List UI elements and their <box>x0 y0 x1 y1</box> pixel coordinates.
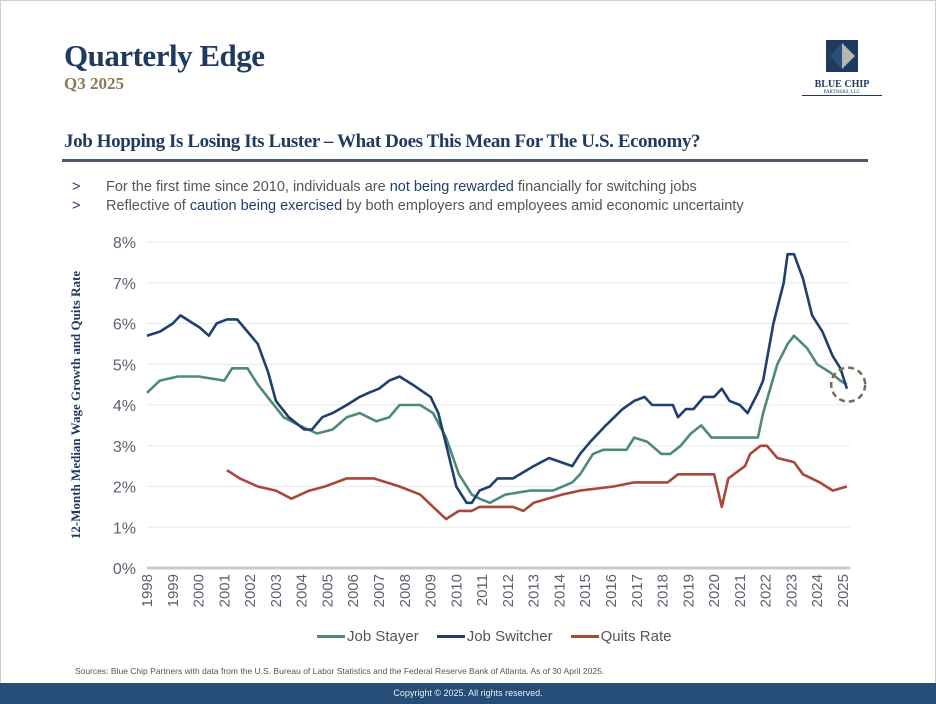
copyright-text: Copyright © 2025. All rights reserved. <box>393 688 543 698</box>
legend-item-job-stayer: Job Stayer <box>317 628 419 645</box>
chart-legend: Job Stayer Job Switcher Quits Rate <box>317 628 671 645</box>
y-tick-label: 2% <box>113 480 136 497</box>
x-tick-label: 2021 <box>732 574 749 607</box>
y-tick-label: 8% <box>113 235 136 252</box>
legend-swatch <box>317 635 345 638</box>
x-tick-label: 2004 <box>294 574 311 607</box>
bullet-text: Reflective of <box>106 198 190 214</box>
series-line-quits-rate <box>226 444 848 521</box>
x-tick-label: 2015 <box>577 574 594 607</box>
legend-label: Job Stayer <box>347 628 419 645</box>
series-line-job-stayer <box>146 334 848 505</box>
bullet-text: financially for switching jobs <box>513 179 697 195</box>
footer-bar: Copyright © 2025. All rights reserved. <box>0 683 936 704</box>
x-tick-label: 2007 <box>371 574 388 607</box>
logo-sub: PARTNERS, LLC <box>802 90 882 96</box>
y-tick-label: 4% <box>113 398 136 415</box>
x-tick-label: 2006 <box>345 574 362 607</box>
y-tick-label: 7% <box>113 276 136 293</box>
x-tick-label: 2016 <box>603 574 620 607</box>
chevron-right-icon: > <box>72 198 81 214</box>
x-tick-label: 2017 <box>629 574 646 607</box>
page-subtitle: Q3 2025 <box>64 74 124 93</box>
x-tick-label: 2014 <box>551 574 568 607</box>
legend-swatch <box>570 635 599 638</box>
x-tick-label: 2024 <box>809 574 826 607</box>
bullet-highlight: not being rewarded <box>389 179 514 195</box>
company-logo: BLUE CHIP PARTNERS, LLC <box>802 40 882 96</box>
x-tick-label: 2010 <box>448 574 465 607</box>
y-tick-label: 6% <box>113 317 136 334</box>
bullet-item: > For the first time since 2010, individu… <box>72 178 744 197</box>
x-tick-label: 2018 <box>655 574 672 607</box>
logo-name: BLUE CHIP <box>814 79 870 90</box>
y-tick-label: 3% <box>113 439 136 456</box>
x-tick-label: 2002 <box>242 574 259 607</box>
page-title: Quarterly Edge <box>64 38 265 73</box>
series-line-job-switcher <box>146 252 849 505</box>
legend-item-job-switcher: Job Switcher <box>436 628 553 645</box>
legend-label: Quits Rate <box>600 628 672 645</box>
x-tick-label: 1998 <box>139 574 156 607</box>
bullet-list: > For the first time since 2010, individu… <box>72 178 744 216</box>
y-tick-label: 0% <box>113 561 136 578</box>
x-tick-label: 1999 <box>165 574 182 607</box>
bullet-text: by both employers and employees amid eco… <box>342 198 744 214</box>
x-tick-label: 2003 <box>268 574 285 607</box>
x-tick-label: 2013 <box>526 574 543 607</box>
highlight-circle <box>829 366 867 403</box>
bullet-text: For the first time since 2010, individua… <box>106 179 390 195</box>
legend-item-quits-rate: Quits Rate <box>570 628 672 645</box>
x-tick-label: 2020 <box>706 574 723 607</box>
x-tick-label: 2025 <box>835 574 852 607</box>
x-tick-label: 2005 <box>319 574 336 607</box>
x-tick-label: 2011 <box>474 574 491 606</box>
legend-label: Job Switcher <box>466 628 553 645</box>
x-tick-label: 2023 <box>783 574 800 607</box>
x-tick-label: 2022 <box>758 574 775 607</box>
x-tick-label: 2008 <box>397 574 414 607</box>
y-tick-label: 1% <box>113 520 136 537</box>
x-tick-label: 2019 <box>680 574 697 607</box>
x-tick-label: 2009 <box>423 574 440 607</box>
legend-swatch <box>436 635 465 638</box>
x-tick-label: 2012 <box>500 574 517 607</box>
chevron-right-icon: > <box>72 179 81 195</box>
source-note: Sources: Blue Chip Partners with data fr… <box>75 666 605 676</box>
y-axis-title: 12-Month Median Wage Growth and Quits Ra… <box>68 271 83 539</box>
y-tick-label: 5% <box>113 357 136 374</box>
section-title: Job Hopping Is Losing Its Luster – What … <box>64 131 701 152</box>
bullet-highlight: caution being exercised <box>189 198 343 214</box>
title-divider <box>62 159 868 162</box>
bullet-item: > Reflective of caution being exercised b… <box>72 197 744 216</box>
x-tick-label: 2000 <box>191 574 208 607</box>
x-tick-label: 2001 <box>216 574 233 607</box>
logo-mark-icon <box>826 40 858 72</box>
